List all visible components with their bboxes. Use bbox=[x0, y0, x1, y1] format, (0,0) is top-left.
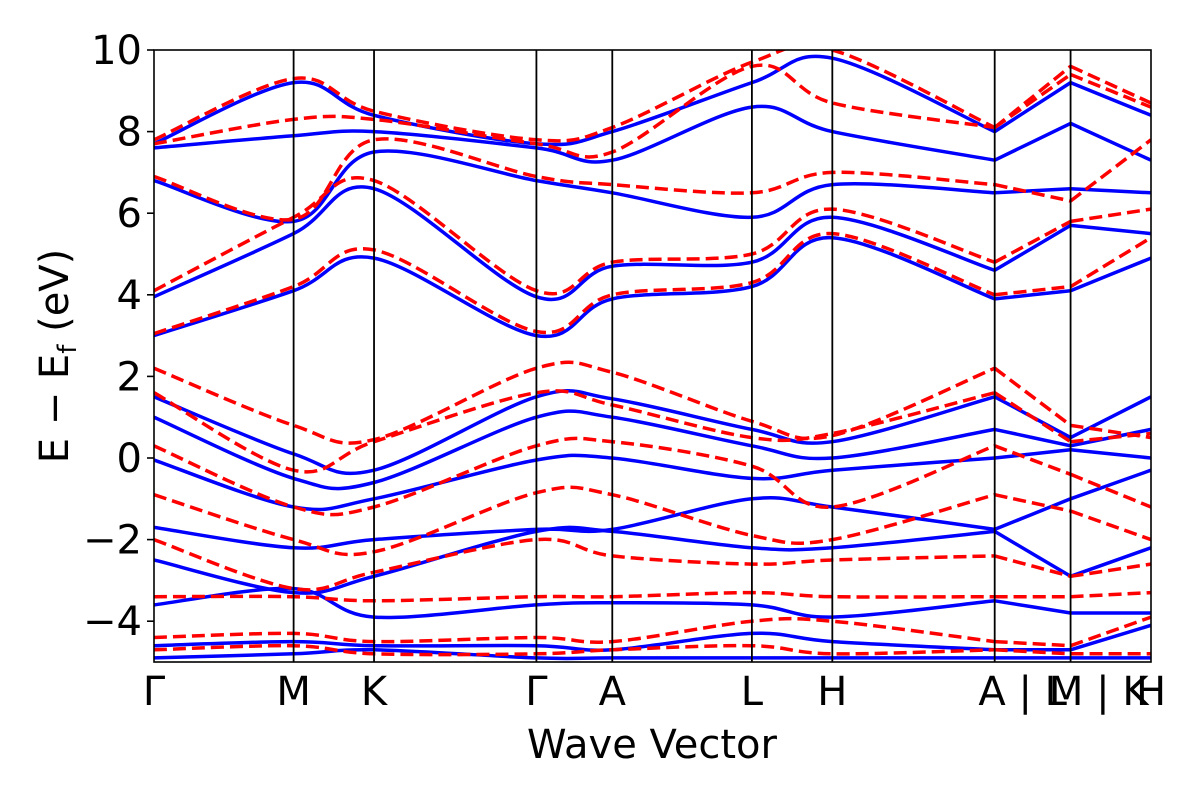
y-tick-label: 2 bbox=[117, 354, 142, 400]
y-tick-label: −2 bbox=[83, 518, 142, 564]
solid-band-line bbox=[154, 149, 995, 224]
dashed-band-line bbox=[993, 366, 1072, 427]
x-tick-label: M bbox=[276, 669, 311, 715]
dashed-band-line bbox=[1069, 138, 1151, 203]
solid-band-line bbox=[1070, 223, 1151, 236]
solid-band-line bbox=[154, 54, 996, 147]
y-tick-label: 8 bbox=[117, 110, 142, 156]
solid-band-line bbox=[154, 389, 996, 476]
dashed-band-line bbox=[154, 436, 996, 517]
dashed-band-line bbox=[1070, 431, 1151, 444]
dashed-band-line bbox=[154, 389, 996, 474]
solid-band-line bbox=[1070, 468, 1151, 501]
y-tick-label: 10 bbox=[91, 28, 142, 74]
dashed-band-line bbox=[1070, 207, 1151, 224]
solid-band-line bbox=[1070, 623, 1151, 652]
x-tick-label: Γ bbox=[525, 669, 548, 715]
solid-band-line bbox=[1070, 448, 1151, 460]
y-axis: −4 −2 0 2 4 6 8 10 bbox=[83, 28, 154, 645]
dashed-band-line bbox=[154, 643, 995, 657]
dashed-band-line bbox=[1069, 64, 1151, 105]
dashed-band-line bbox=[154, 50, 996, 143]
x-tick-label: K bbox=[361, 669, 389, 715]
y-axis-label: E − Ef (eV) bbox=[32, 249, 83, 464]
y-axis-label-main: E − E bbox=[32, 354, 78, 464]
dashed-band-line bbox=[994, 284, 1071, 297]
plot-frame bbox=[153, 49, 1152, 663]
dashed-band-line bbox=[1070, 615, 1151, 648]
dashed-band-line bbox=[994, 444, 1072, 476]
dashed-band-line bbox=[1069, 236, 1151, 289]
dashed-band-line bbox=[993, 219, 1072, 264]
solid-band-line bbox=[994, 448, 1071, 460]
dashed-band-line bbox=[1069, 72, 1151, 109]
solid-band-line bbox=[994, 497, 1072, 532]
dashed-band-line bbox=[154, 176, 996, 296]
solid-band-line bbox=[154, 586, 995, 620]
solid-band-line bbox=[1070, 186, 1151, 195]
dashed-band-line bbox=[1070, 562, 1151, 579]
dashed-band-line bbox=[1070, 509, 1151, 542]
solid-band-line bbox=[994, 288, 1071, 301]
dashed-band-line bbox=[154, 485, 996, 557]
dashed-band-line bbox=[994, 554, 1072, 578]
plot-area bbox=[154, 50, 1151, 661]
y-tick-label: 6 bbox=[117, 191, 142, 237]
dashed-band-line bbox=[1069, 472, 1151, 509]
x-tick-label: L bbox=[741, 669, 764, 715]
y-axis-label-subscript: f bbox=[53, 344, 83, 354]
x-tick-label: Γ bbox=[143, 669, 166, 715]
solid-band-line bbox=[1069, 395, 1151, 440]
y-tick-label: −4 bbox=[83, 599, 142, 645]
x-tick-label: A bbox=[599, 669, 627, 715]
dashed-band-line bbox=[993, 73, 1072, 129]
x-tick-label: H bbox=[1136, 669, 1166, 715]
y-tick-label: 4 bbox=[117, 273, 142, 319]
solid-band-line bbox=[993, 529, 1072, 578]
dashed-band-line bbox=[154, 231, 996, 336]
dashed-band-line bbox=[993, 391, 1072, 444]
dashed-band-line bbox=[154, 590, 995, 603]
dashed-band-line bbox=[154, 616, 995, 644]
solid-band-line bbox=[993, 81, 1072, 134]
dashed-band-line bbox=[1070, 423, 1151, 440]
x-axis-label: Wave Vector bbox=[527, 722, 778, 768]
solid-band-line bbox=[1069, 121, 1151, 162]
y-axis-label-unit: (eV) bbox=[32, 249, 78, 345]
x-tick-label: H bbox=[817, 669, 847, 715]
solid-band-line bbox=[994, 599, 1071, 615]
dashed-band-line bbox=[154, 137, 995, 222]
dashed-band-line bbox=[994, 639, 1071, 648]
dashed-band-line bbox=[154, 360, 996, 445]
solid-band-line bbox=[993, 223, 1072, 272]
dashed-band-line bbox=[994, 492, 1071, 513]
solid-band-line bbox=[994, 186, 1071, 195]
solid-band-line bbox=[1069, 80, 1151, 117]
y-tick-label: 0 bbox=[117, 436, 142, 482]
x-tick-label: M | K bbox=[1049, 669, 1150, 715]
kpoint-lines bbox=[292, 50, 1072, 662]
dashed-band-line bbox=[1070, 590, 1151, 599]
dashed-band-line bbox=[993, 64, 1072, 129]
dashed-band-line bbox=[994, 648, 1071, 656]
solid-band-line bbox=[993, 121, 1072, 162]
bands-group bbox=[154, 50, 1151, 661]
x-tick-label: A | L bbox=[978, 669, 1067, 715]
solid-band-line bbox=[1069, 256, 1151, 293]
solid-band-line bbox=[1070, 546, 1151, 578]
dashed-band-line bbox=[994, 182, 1071, 203]
solid-band-line bbox=[994, 427, 1071, 448]
